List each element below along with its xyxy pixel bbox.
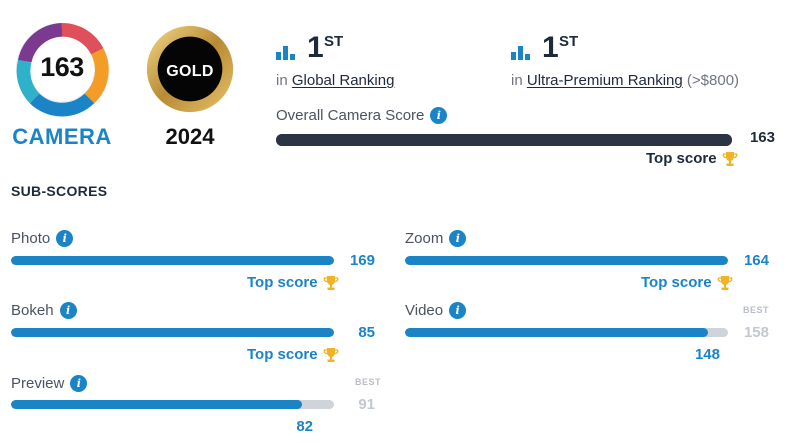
zoom-score-bar — [405, 256, 728, 265]
ultra-premium-ranking-line: in Ultra-Premium Ranking (>$800) — [511, 72, 739, 89]
global-rank-number: 1 — [307, 31, 324, 64]
overall-score-label-text: Overall Camera Score — [276, 107, 425, 124]
trophy-icon — [722, 151, 737, 166]
trophy-icon — [323, 347, 338, 362]
photo-score-value: 169 — [349, 252, 375, 269]
video-label: Video i — [405, 302, 467, 319]
overall-top-score-text: Top score — [646, 150, 717, 167]
trophy-icon — [717, 275, 732, 290]
preview-label-text: Preview — [11, 375, 65, 392]
zoom-top-score-label: Top score — [641, 274, 733, 291]
subscores-title: SUB-SCORES — [11, 183, 108, 199]
photo-top-score-text: Top score — [247, 274, 318, 291]
info-icon[interactable]: i — [430, 107, 448, 124]
photo-score-bar — [11, 256, 334, 265]
overall-score-label: Overall Camera Score i — [276, 107, 448, 124]
ultra-premium-ranking-link[interactable]: Ultra-Premium Ranking — [526, 72, 683, 89]
bokeh-label-text: Bokeh — [11, 302, 54, 319]
preview-score-bar — [11, 400, 334, 409]
video-score-value: 148 — [694, 346, 720, 363]
photo-label-text: Photo — [11, 230, 51, 247]
zoom-score-bar-fill — [405, 256, 728, 265]
overall-score-bar — [276, 134, 732, 146]
global-ranking-link[interactable]: Global Ranking — [291, 72, 395, 89]
video-score-bar-fill — [405, 328, 708, 337]
photo-label: Photo i — [11, 230, 74, 247]
global-ranking-line: in Global Ranking — [276, 72, 394, 89]
preview-score-value: 82 — [296, 418, 313, 435]
award-year: 2024 — [165, 124, 215, 149]
info-icon[interactable]: i — [59, 302, 77, 319]
camera-score-badge — [15, 22, 109, 117]
bokeh-label: Bokeh i — [11, 302, 77, 319]
preview-score-bar-fill — [11, 400, 303, 409]
zoom-label-text: Zoom — [405, 230, 444, 247]
zoom-top-score-text: Top score — [641, 274, 712, 291]
preview-best-score: 91 — [358, 396, 375, 413]
info-icon[interactable]: i — [56, 230, 74, 247]
ranking-bars-icon — [276, 46, 295, 60]
camera-score-value: 163 — [40, 52, 84, 82]
ultra-premium-price-note: (>$800) — [686, 72, 740, 89]
overall-score-bar-fill — [276, 134, 732, 146]
photo-score-bar-fill — [11, 256, 334, 265]
camera-category-label: CAMERA — [12, 124, 112, 149]
info-icon[interactable]: i — [449, 302, 467, 319]
global-ranking-prefix: in — [276, 72, 288, 89]
video-label-text: Video — [405, 302, 444, 319]
preview-label: Preview i — [11, 375, 88, 392]
photo-top-score-label: Top score — [247, 274, 339, 291]
video-best-score: 158 — [743, 324, 769, 341]
bokeh-top-score-text: Top score — [247, 346, 318, 363]
zoom-score-value: 164 — [743, 252, 769, 269]
zoom-label: Zoom i — [405, 230, 467, 247]
bokeh-score-bar-fill — [11, 328, 334, 337]
preview-best-tag: BEST — [354, 377, 381, 387]
info-icon[interactable]: i — [449, 230, 467, 247]
gold-award-label: GOLD — [166, 63, 214, 80]
bokeh-top-score-label: Top score — [247, 346, 339, 363]
overall-score-value: 163 — [749, 129, 775, 146]
global-rank-suffix: ST — [324, 33, 344, 50]
ultra-premium-ranking-prefix: in — [511, 72, 523, 89]
ultra-premium-rank-suffix: ST — [559, 33, 579, 50]
bokeh-score-value: 85 — [358, 324, 375, 341]
trophy-icon — [323, 275, 338, 290]
info-icon[interactable]: i — [70, 375, 88, 392]
overall-top-score-label: Top score — [646, 150, 738, 167]
video-best-tag: BEST — [742, 305, 769, 315]
video-score-bar — [405, 328, 728, 337]
ultra-premium-rank-number: 1 — [542, 31, 559, 64]
gold-award-badge — [146, 25, 234, 113]
ranking-bars-icon — [511, 46, 530, 60]
bokeh-score-bar — [11, 328, 334, 337]
